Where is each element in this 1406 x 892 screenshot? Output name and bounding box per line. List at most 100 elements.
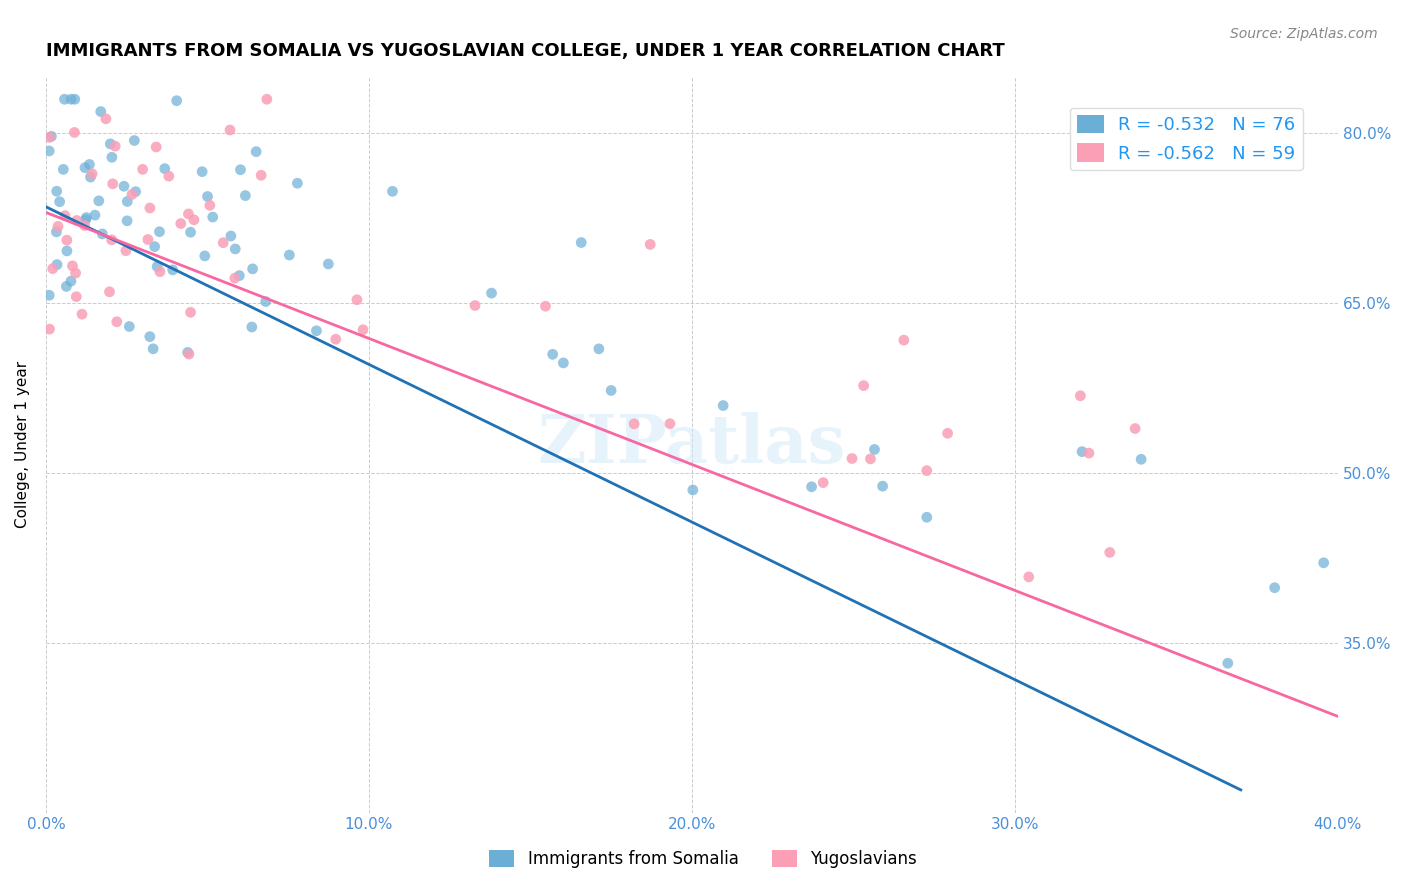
Point [638,237,661,252]
Point [124,185,146,199]
Point [84,208,107,222]
Point [52,162,75,177]
Point [852,378,875,392]
Point [162,263,184,277]
Point [201,210,224,224]
Point [228,268,250,283]
Point [117,194,139,209]
Point [915,510,938,524]
Point [197,189,219,203]
Point [48,194,70,209]
Point [166,94,188,108]
Point [600,384,623,398]
Point [79,170,101,185]
Point [305,324,328,338]
Point [104,139,127,153]
Point [73,161,96,175]
Point [936,426,959,441]
Point [863,442,886,457]
Point [98,136,121,151]
Point [177,347,200,361]
Point [45,184,67,198]
Point [325,332,347,346]
Point [235,188,257,202]
Point [56,244,79,258]
Point [73,219,96,233]
Legend: R = -0.532   N = 76, R = -0.562   N = 59: R = -0.532 N = 76, R = -0.562 N = 59 [1070,108,1303,169]
Point [212,235,235,250]
Point [87,194,110,208]
Point [287,176,309,190]
Point [229,162,252,177]
Point [1069,389,1091,403]
Point [153,161,176,176]
Text: ZIPatlas: ZIPatlas [537,412,846,477]
Point [1098,545,1121,559]
Point [139,201,162,215]
Point [183,212,205,227]
Point [1071,444,1094,458]
Point [70,307,93,321]
Point [136,233,159,247]
Point [38,144,60,158]
Point [53,92,76,106]
Point [63,126,86,140]
Point [131,162,153,177]
Point [240,320,263,334]
Point [859,451,882,466]
Point [46,258,69,272]
Point [59,274,82,288]
Point [915,464,938,478]
Point [1018,570,1040,584]
Point [224,242,246,256]
Point [149,265,172,279]
Point [381,185,404,199]
Point [569,235,592,250]
Point [118,319,141,334]
Point [176,345,198,359]
Point [101,150,124,164]
Point [115,244,138,258]
Point [800,480,823,494]
Point [143,239,166,253]
Point [711,399,734,413]
Point [139,329,162,343]
Point [55,279,77,293]
Point [91,227,114,241]
Point [534,299,557,313]
Point [94,112,117,126]
Point [1216,657,1239,671]
Point [191,164,214,178]
Point [157,169,180,183]
Point [219,123,242,137]
Point [45,225,67,239]
Point [46,219,69,234]
Y-axis label: College, Under 1 year: College, Under 1 year [15,361,30,528]
Point [65,290,87,304]
Point [145,140,167,154]
Point [1312,556,1334,570]
Point [219,229,242,244]
Point [464,298,486,312]
Point [75,211,97,225]
Point [278,248,301,262]
Point [658,417,681,431]
Point [481,286,503,301]
Point [41,261,63,276]
Point [254,294,277,309]
Point [1264,581,1286,595]
Point [146,260,169,274]
Point [124,134,146,148]
Point [180,225,202,239]
Text: IMMIGRANTS FROM SOMALIA VS YUGOSLAVIAN COLLEGE, UNDER 1 YEAR CORRELATION CHART: IMMIGRANTS FROM SOMALIA VS YUGOSLAVIAN C… [46,42,1005,60]
Point [623,417,645,431]
Point [256,92,278,106]
Point [1077,446,1099,460]
Point [105,315,128,329]
Point [170,217,193,231]
Point [198,198,221,212]
Point [41,129,63,144]
Point [38,130,60,145]
Point [250,169,273,183]
Point [893,333,915,347]
